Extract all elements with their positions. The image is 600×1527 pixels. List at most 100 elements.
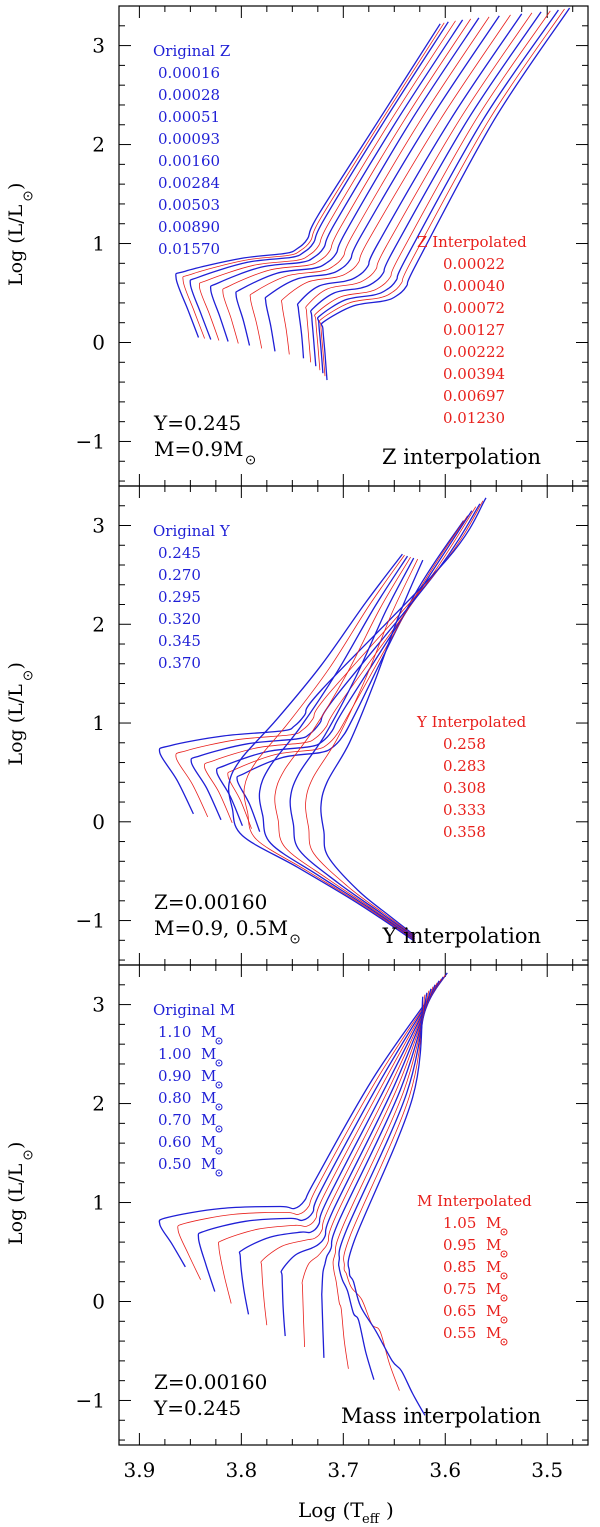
y-tick-label: 1 bbox=[92, 232, 105, 256]
y-tick-label: 1 bbox=[92, 1191, 105, 1215]
legend-original-item: 0.00016 bbox=[158, 64, 220, 82]
parameter-sun-symbol-ring bbox=[290, 934, 300, 944]
legend-original-title: Original Z bbox=[153, 42, 230, 60]
panel-parameter: Y=0.245 bbox=[153, 1396, 241, 1420]
y-axis-label: Log (L/L) bbox=[5, 1142, 33, 1245]
legend-msun-m: M bbox=[201, 1045, 216, 1063]
legend-sun-icon-dot bbox=[503, 1275, 505, 1277]
track-original bbox=[320, 559, 424, 936]
y-tick-label: −1 bbox=[76, 1388, 105, 1412]
legend-interpolated-item: 0.75 bbox=[443, 1280, 476, 1298]
legend-sun-icon-dot bbox=[218, 1128, 220, 1130]
y-axis-sun-symbol-ring bbox=[23, 671, 33, 680]
track-original bbox=[235, 17, 480, 346]
track-interpolated bbox=[175, 500, 484, 818]
y-axis-sun-symbol-ring bbox=[23, 191, 33, 201]
x-tick-label: 3.7 bbox=[327, 1458, 359, 1482]
track-interpolated bbox=[217, 978, 442, 1304]
y-axis-label-close: ) bbox=[5, 662, 27, 669]
legend-sun-icon bbox=[215, 1037, 223, 1045]
y-axis-label-text: Log (L/L bbox=[5, 1163, 27, 1245]
y-tick-label: 1 bbox=[92, 711, 105, 735]
legend-sun-icon bbox=[500, 1228, 508, 1236]
legend-sun-icon-dot bbox=[218, 1172, 220, 1174]
legend-sun-icon-dot bbox=[503, 1231, 505, 1233]
y-tick-label: −1 bbox=[76, 429, 105, 453]
track-original bbox=[190, 503, 481, 821]
legend-original-item: 0.90 bbox=[158, 1067, 191, 1085]
legend-sun-icon bbox=[215, 1169, 223, 1177]
track-original bbox=[337, 992, 428, 1380]
legend-sun-icon-ring bbox=[500, 1228, 508, 1236]
legend-sun-icon-ring bbox=[215, 1037, 223, 1045]
legend-original-item: 0.00028 bbox=[158, 86, 220, 104]
legend-interpolated-item: 0.95 bbox=[443, 1236, 476, 1254]
track-original bbox=[197, 976, 444, 1292]
legend-sun-icon-dot bbox=[503, 1341, 505, 1343]
y-axis-sun-symbol-dot bbox=[27, 195, 29, 197]
legend-original-item: 0.00160 bbox=[158, 152, 220, 170]
legend-interpolated-item: 0.00022 bbox=[443, 255, 505, 273]
legend-msun-m: M bbox=[201, 1023, 216, 1041]
track-original bbox=[316, 9, 559, 374]
track-interpolated bbox=[198, 20, 456, 341]
legend-sun-icon-dot bbox=[503, 1319, 505, 1321]
panel-y: −1 0 1 2 3 Log (L/L) Original Y 0.245 0.270 0.295… bbox=[5, 485, 589, 966]
legend-sun-icon-dot bbox=[218, 1062, 220, 1064]
legend-msun-m: M bbox=[201, 1067, 216, 1085]
track-interpolated bbox=[343, 994, 426, 1391]
track-original bbox=[209, 19, 464, 342]
legend-interpolated-item: 0.258 bbox=[443, 735, 486, 753]
track-interpolated bbox=[227, 515, 469, 829]
track-original bbox=[227, 553, 416, 942]
legend-sun-icon-dot bbox=[218, 1106, 220, 1108]
legend-msun-m: M bbox=[486, 1236, 501, 1254]
legend-msun-m: M bbox=[486, 1324, 501, 1342]
legend-sun-icon-ring bbox=[500, 1272, 508, 1280]
legend-msun-m: M bbox=[486, 1280, 501, 1298]
legend-sun-icon bbox=[215, 1103, 223, 1111]
legend-original-item: 0.270 bbox=[158, 566, 201, 584]
legend-msun-m: M bbox=[486, 1214, 501, 1232]
legend-msun-m: M bbox=[486, 1258, 501, 1276]
track-original bbox=[258, 555, 416, 940]
legend-sun-icon-dot bbox=[218, 1150, 220, 1152]
y-tick-label: 3 bbox=[92, 514, 105, 538]
y-tick-label: 0 bbox=[92, 330, 105, 354]
x-axis-label-sub: eff bbox=[362, 1512, 381, 1527]
y-axis-sun-symbol bbox=[23, 1150, 33, 1160]
panel-title: Y interpolation bbox=[382, 924, 541, 948]
track-original bbox=[189, 21, 449, 340]
legend-original-item: 0.01570 bbox=[158, 240, 220, 258]
legend-original-item: 0.00503 bbox=[158, 196, 220, 214]
legend-sun-icon-dot bbox=[503, 1297, 505, 1299]
track-original bbox=[175, 23, 441, 338]
y-axis-sun-symbol bbox=[23, 191, 33, 201]
y-axis-label-text: Log (L/L bbox=[5, 684, 27, 766]
legend-sun-icon bbox=[500, 1272, 508, 1280]
legend-original-item: 0.70 bbox=[158, 1111, 191, 1129]
track-original bbox=[158, 497, 487, 815]
legend-original-item: 0.00284 bbox=[158, 174, 220, 192]
y-axis-label: Log (L/L) bbox=[5, 662, 33, 766]
track-interpolated bbox=[274, 556, 415, 939]
track-interpolated bbox=[332, 990, 430, 1369]
y-axis-sun-symbol-ring bbox=[23, 1150, 33, 1160]
legend-sun-icon bbox=[500, 1250, 508, 1258]
track-interpolated bbox=[204, 506, 477, 823]
legend-sun-icon-ring bbox=[215, 1169, 223, 1177]
y-tick-label: 2 bbox=[92, 1092, 105, 1116]
y-axis-label-text: Log (L/L bbox=[5, 204, 27, 286]
legend-interpolated-title: Z Interpolated bbox=[417, 233, 527, 251]
legend-interpolated-title: Y Interpolated bbox=[416, 713, 527, 731]
legend-original-title: Original Y bbox=[153, 522, 231, 540]
legend-original-item: 0.00890 bbox=[158, 218, 220, 236]
legend-interpolated-item: 1.05 bbox=[443, 1214, 476, 1232]
track-interpolated bbox=[281, 14, 511, 355]
y-axis-label-close: ) bbox=[5, 1142, 27, 1149]
track-original bbox=[296, 13, 523, 359]
track-original bbox=[158, 972, 448, 1268]
track-interpolated bbox=[249, 16, 490, 349]
